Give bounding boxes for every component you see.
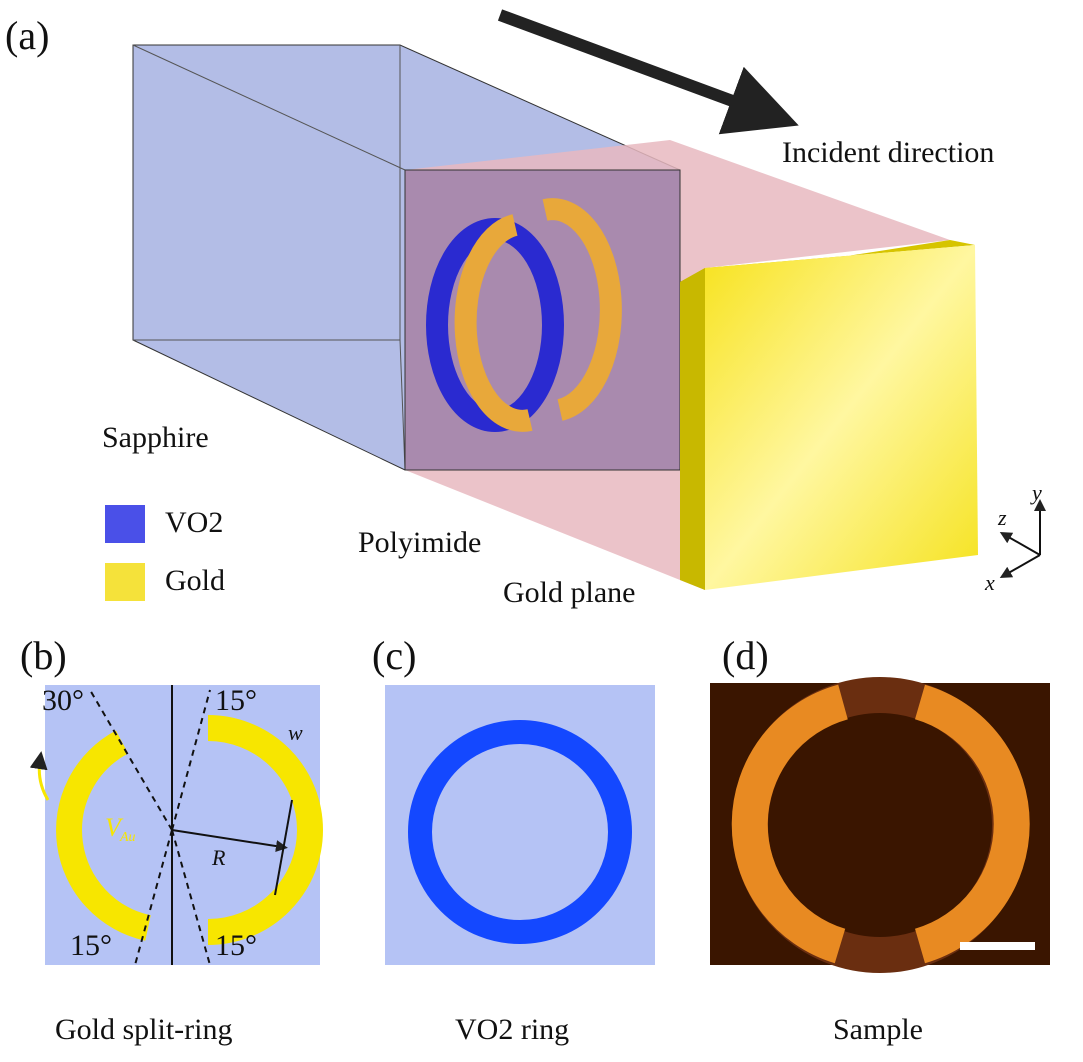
axis-label: x — [984, 570, 995, 595]
label: Sapphire — [102, 421, 209, 454]
legend-swatch — [105, 505, 145, 543]
axis-label: z — [997, 505, 1007, 530]
gold-side — [680, 268, 705, 590]
label: Gold plane — [503, 576, 635, 609]
width-label: w — [288, 720, 303, 745]
axis-label: y — [1030, 480, 1042, 505]
angle-label: 15° — [215, 684, 257, 717]
scale-bar — [960, 942, 1035, 950]
velocity-sub: Au — [119, 830, 136, 845]
legend-label: VO2 — [165, 506, 223, 539]
angle-label: 15° — [70, 929, 112, 962]
legend-label: Gold — [165, 564, 225, 597]
caption: VO2 ring — [455, 1013, 569, 1046]
axis-glyph — [1005, 505, 1040, 575]
angle-label: 15° — [215, 929, 257, 962]
label: Polyimide — [358, 526, 481, 559]
angle-label: 30° — [42, 684, 84, 717]
gold-plane — [705, 245, 978, 590]
legend-swatch — [105, 563, 145, 601]
radius-label: R — [211, 845, 226, 870]
panel-label: (b) — [20, 633, 67, 678]
caption: Gold split-ring — [55, 1013, 233, 1046]
panel-label: (a) — [5, 13, 49, 58]
panel-label: (d) — [722, 633, 769, 678]
panel-label: (c) — [372, 633, 416, 678]
panel-b-bg — [45, 685, 320, 965]
incident-arrow — [500, 15, 765, 113]
figure: (a) Incident direction Sapphire VO2 Gold… — [0, 0, 1083, 1062]
panel-a — [105, 15, 1040, 601]
caption: Sample — [833, 1013, 923, 1046]
label: Incident direction — [782, 136, 994, 169]
